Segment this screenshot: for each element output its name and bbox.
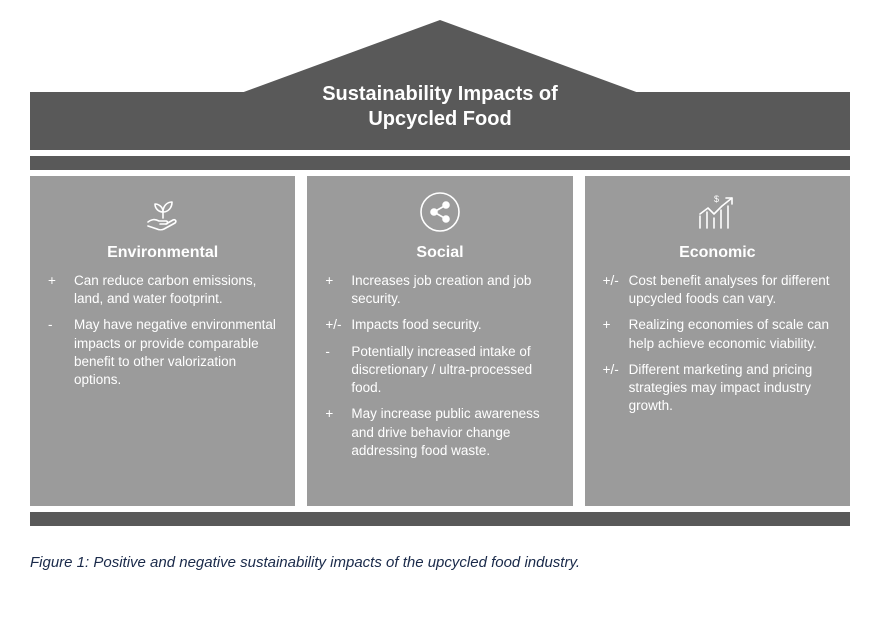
item-text: Potentially increased intake of discreti…: [351, 343, 554, 398]
list-item: +/- Impacts food security.: [325, 316, 554, 334]
list-item: + May increase public awareness and driv…: [325, 405, 554, 460]
pillar-economic: $ Economic +/- Cost benefit analyses for…: [585, 176, 850, 506]
item-sign: +/-: [603, 361, 629, 416]
item-text: Cost benefit analyses for different upcy…: [629, 272, 832, 308]
list-item: + Realizing economies of scale can help …: [603, 316, 832, 352]
item-sign: +/-: [325, 316, 351, 334]
item-text: Realizing economies of scale can help ac…: [629, 316, 832, 352]
item-sign: -: [325, 343, 351, 398]
list-item: - May have negative environmental impact…: [48, 316, 277, 389]
title-line-2: Upcycled Food: [30, 107, 850, 132]
pillar-icon-wrap: [48, 190, 277, 234]
list-item: +/- Cost benefit analyses for different …: [603, 272, 832, 308]
item-sign: +: [48, 272, 74, 308]
plant-hand-icon: [140, 192, 186, 232]
pillar-items: + Increases job creation and job securit…: [325, 272, 554, 460]
pillar-title: Economic: [603, 244, 832, 262]
item-text: May have negative environmental impacts …: [74, 316, 277, 389]
item-text: Impacts food security.: [351, 316, 554, 334]
pillar-environmental: Environmental + Can reduce carbon emissi…: [30, 176, 295, 506]
title-line-1: Sustainability Impacts of: [30, 82, 850, 107]
svg-text:$: $: [714, 194, 719, 204]
pillars-row: Environmental + Can reduce carbon emissi…: [30, 176, 850, 506]
item-text: Can reduce carbon emissions, land, and w…: [74, 272, 277, 308]
item-text: Increases job creation and job security.: [351, 272, 554, 308]
pillar-social: Social + Increases job creation and job …: [307, 176, 572, 506]
diagram-title: Sustainability Impacts of Upcycled Food: [30, 82, 850, 132]
foundation-band: [30, 512, 850, 526]
list-item: +/- Different marketing and pricing stra…: [603, 361, 832, 416]
pillar-title: Social: [325, 244, 554, 262]
roof: Sustainability Impacts of Upcycled Food: [30, 20, 850, 150]
item-sign: +/-: [603, 272, 629, 308]
pillar-items: +/- Cost benefit analyses for different …: [603, 272, 832, 416]
pillar-icon-wrap: $: [603, 190, 832, 234]
list-item: + Increases job creation and job securit…: [325, 272, 554, 308]
item-sign: -: [48, 316, 74, 389]
growth-chart-icon: $: [694, 192, 740, 232]
pillar-items: + Can reduce carbon emissions, land, and…: [48, 272, 277, 389]
list-item: + Can reduce carbon emissions, land, and…: [48, 272, 277, 308]
item-sign: +: [603, 316, 629, 352]
item-text: May increase public awareness and drive …: [351, 405, 554, 460]
item-sign: +: [325, 405, 351, 460]
pillar-icon-wrap: [325, 190, 554, 234]
upper-band: [30, 156, 850, 170]
list-item: - Potentially increased intake of discre…: [325, 343, 554, 398]
share-icon: [418, 190, 462, 234]
item-text: Different marketing and pricing strategi…: [629, 361, 832, 416]
item-sign: +: [325, 272, 351, 308]
figure-caption: Figure 1: Positive and negative sustaina…: [30, 554, 850, 571]
pillar-title: Environmental: [48, 244, 277, 262]
house-diagram: Sustainability Impacts of Upcycled Food …: [30, 20, 850, 526]
